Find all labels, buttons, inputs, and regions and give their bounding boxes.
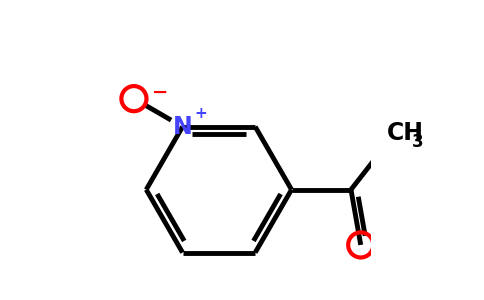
Text: 3: 3 bbox=[411, 133, 423, 151]
Text: −: − bbox=[152, 83, 169, 102]
Text: +: + bbox=[195, 106, 207, 121]
Text: N: N bbox=[173, 115, 193, 139]
Text: CH: CH bbox=[387, 121, 424, 145]
